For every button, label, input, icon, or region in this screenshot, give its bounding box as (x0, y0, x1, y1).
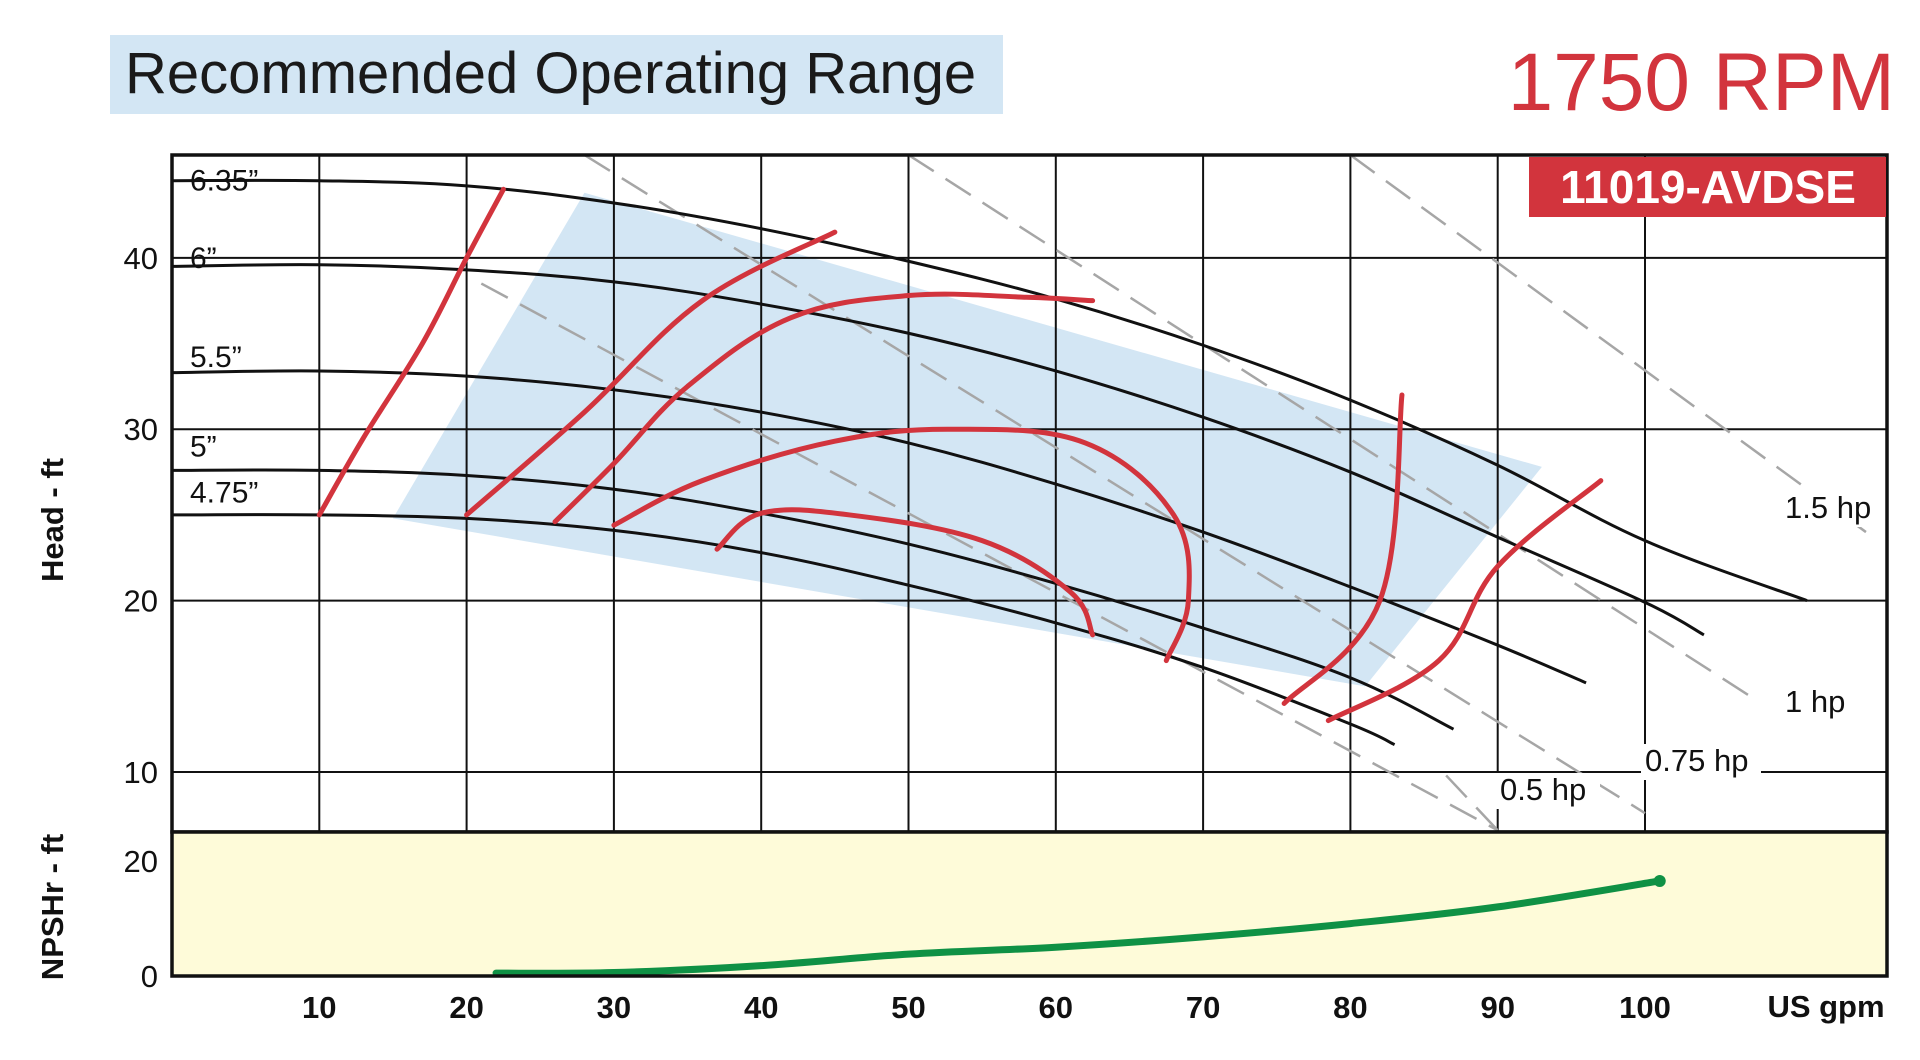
npshr-curve (492, 877, 1664, 977)
impeller-curves (171, 178, 1808, 746)
power-line-extension (1445, 774, 1499, 832)
impeller-diameter-label: 6” (190, 242, 217, 275)
npshr-tick-label: 0 (141, 959, 158, 994)
x-tick-label: 60 (1039, 990, 1073, 1025)
head-tick-label: 30 (124, 412, 158, 447)
impeller-diameter-label: 6.35” (190, 165, 258, 198)
x-tick-label: 80 (1333, 990, 1367, 1025)
x-axis-title: US gpm (1767, 989, 1884, 1024)
npshr-curve-endpoint (1653, 874, 1666, 887)
x-tick-label: 90 (1480, 990, 1514, 1025)
hp-label-background (1781, 685, 1853, 721)
x-tick-label: 50 (891, 990, 925, 1025)
impeller-curve (171, 369, 1587, 685)
npshr-background (172, 832, 1887, 976)
efficiency-curves (316, 186, 1604, 724)
recommended-operating-range (392, 192, 1542, 687)
efficiency-curve (714, 507, 1096, 638)
impeller-curve (171, 178, 1808, 603)
hp-label-background (1641, 744, 1761, 780)
head-tick-label: 10 (124, 755, 158, 790)
x-tick-label: 40 (744, 990, 778, 1025)
npshr-tick-label: 20 (124, 844, 158, 879)
efficiency-curve (1281, 392, 1405, 706)
efficiency-curve (464, 229, 838, 518)
hp-label: 0.75 hp (1645, 743, 1748, 778)
x-tick-label: 30 (597, 990, 631, 1025)
hp-label: 1 hp (1785, 684, 1845, 719)
efficiency-curve (316, 186, 506, 518)
x-tick-label: 20 (449, 990, 483, 1025)
power-line (480, 282, 1499, 832)
power-lines (480, 155, 1867, 832)
head-tick-label: 20 (124, 584, 158, 619)
chart-title-background (110, 35, 1003, 114)
efficiency-curve (611, 426, 1192, 664)
npshr-plot-frame (170, 830, 1889, 978)
power-line (1349, 155, 1867, 534)
hp-label: 0.5 hp (1500, 772, 1586, 807)
hp-label-background (1781, 491, 1885, 527)
speed-rpm-label: 1750 RPM (1508, 37, 1895, 128)
head-tick-label: 40 (124, 241, 158, 276)
impeller-curve (171, 468, 1455, 731)
model-number: 11019-AVDSE (1560, 161, 1856, 213)
impeller-diameter-label: 5” (190, 430, 217, 463)
power-line (907, 155, 1749, 696)
impeller-curve (171, 263, 1705, 637)
x-tick-label: 100 (1619, 990, 1671, 1025)
power-line (583, 155, 1646, 815)
hp-label: 1.5 hp (1785, 490, 1871, 525)
npshr-axis-title: NPSHr - ft (35, 834, 70, 980)
x-tick-label: 70 (1186, 990, 1220, 1025)
impeller-diameter-label: 5.5” (190, 341, 242, 374)
npshr-plot: 0 20 (124, 830, 1889, 994)
hp-label-background (1496, 773, 1600, 809)
impeller-curve (171, 513, 1396, 746)
impeller-diameter-label: 4.75” (190, 477, 258, 510)
chart-title: Recommended Operating Range (125, 41, 976, 106)
head-axis-title: Head - ft (35, 458, 70, 582)
efficiency-curve (552, 291, 1096, 525)
model-badge (1529, 157, 1886, 217)
efficiency-curve (1325, 478, 1604, 724)
x-tick-label: 10 (302, 990, 336, 1025)
